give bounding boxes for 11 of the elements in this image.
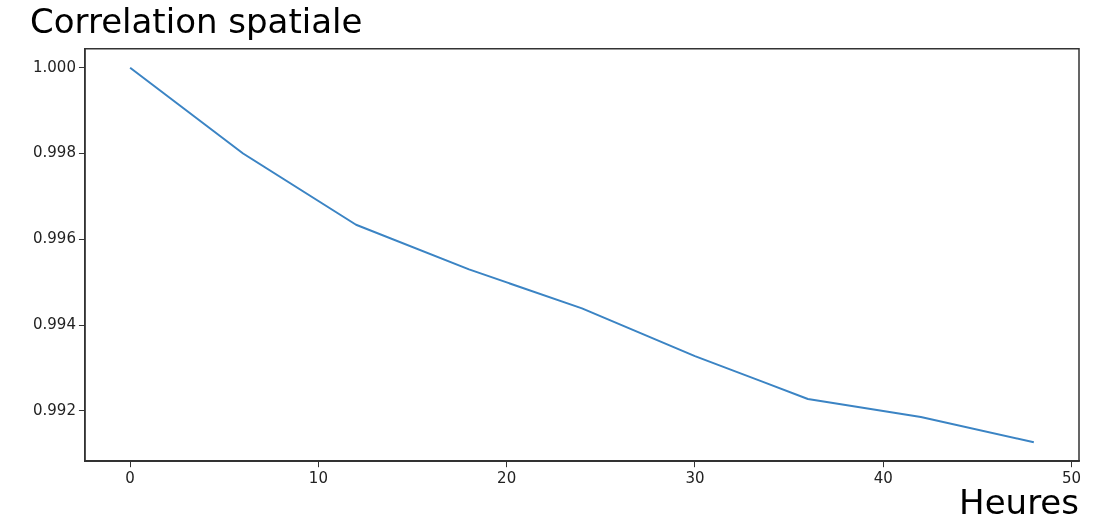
y-tick-label: 0.994 [32, 315, 76, 334]
y-tick-label: 0.998 [32, 143, 76, 162]
chart-title: Correlation spatiale [30, 1, 363, 42]
x-tick-label: 0 [125, 469, 135, 488]
y-tick-label: 0.996 [32, 229, 76, 248]
x-tick-label: 10 [308, 469, 328, 488]
y-tick-label: 0.992 [32, 400, 76, 419]
x-tick-label: 20 [497, 469, 517, 488]
x-tick-label: 40 [873, 469, 893, 488]
x-tick-label: 30 [685, 469, 705, 488]
y-tick-label: 1.000 [32, 57, 76, 76]
